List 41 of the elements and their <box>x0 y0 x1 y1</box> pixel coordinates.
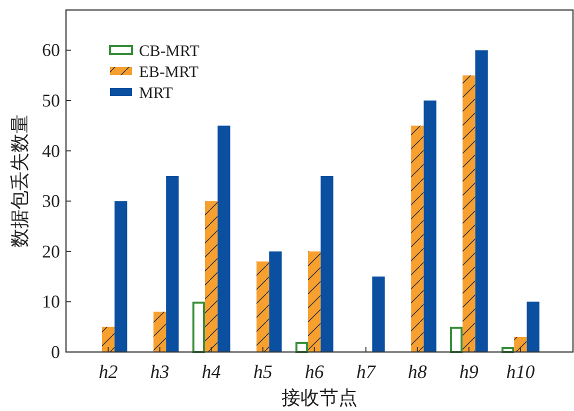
bar <box>153 312 166 352</box>
y-tick-label: 50 <box>42 90 60 111</box>
bar <box>256 261 270 352</box>
bar <box>295 342 308 353</box>
bar <box>269 251 282 352</box>
bar <box>526 302 540 352</box>
bar <box>411 126 424 352</box>
bar <box>372 276 385 352</box>
bar <box>204 201 218 352</box>
x-tick-label: h9 <box>459 362 479 383</box>
bar <box>320 176 334 352</box>
x-tick-label: h4 <box>202 362 222 383</box>
bar <box>102 326 115 352</box>
bar <box>218 126 230 352</box>
bar <box>475 50 488 352</box>
x-tick-label: h6 <box>304 362 324 383</box>
bar <box>514 336 527 352</box>
y-axis-title: 数据包丢失数量 <box>10 114 31 248</box>
bar <box>462 75 476 352</box>
x-tick-label: h3 <box>150 362 170 383</box>
x-axis-title: 接收节点 <box>282 388 358 409</box>
bar <box>450 326 463 353</box>
x-tick-label: h10 <box>506 362 536 383</box>
legend-label: EB-MRT <box>139 64 199 81</box>
legend-label: MRT <box>139 85 173 102</box>
y-tick-label: 10 <box>42 292 60 312</box>
y-tick-label: 0 <box>51 342 60 362</box>
x-tick-label: h8 <box>408 362 428 383</box>
y-tick-label: 40 <box>42 140 60 161</box>
legend-label: CB-MRT <box>139 43 200 60</box>
bar <box>192 302 205 353</box>
x-tick-label: h7 <box>356 362 377 383</box>
y-tick-label: 20 <box>42 241 60 262</box>
x-tick-label: h5 <box>253 362 272 383</box>
y-tick-label: 60 <box>42 40 60 60</box>
bar <box>166 176 179 352</box>
bar <box>308 251 321 352</box>
x-tick-label: h2 <box>98 362 118 383</box>
bar <box>424 100 436 352</box>
bar <box>114 201 128 352</box>
y-tick-label: 30 <box>42 191 60 212</box>
